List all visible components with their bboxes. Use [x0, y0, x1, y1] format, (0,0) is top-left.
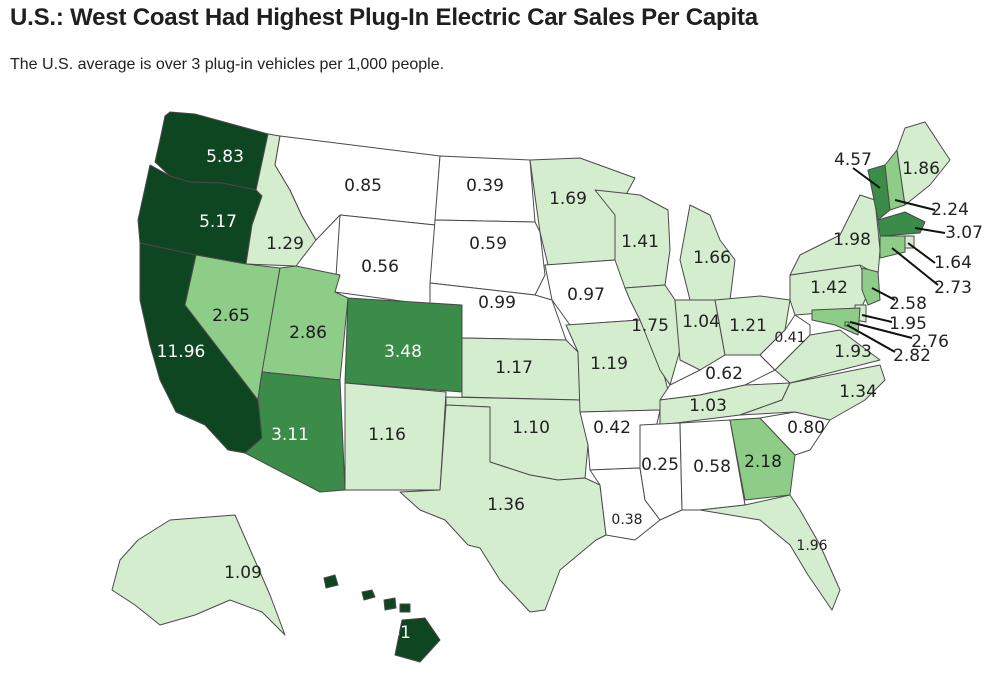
state-value-md: 2.76: [911, 332, 949, 352]
state-value-ny: 1.98: [833, 230, 871, 250]
state-value-ak: 1.09: [224, 563, 262, 583]
state-value-fl: 1.96: [796, 538, 827, 554]
leader-line-ct: [891, 247, 939, 286]
page-title: U.S.: West Coast Had Highest Plug-In Ele…: [10, 4, 758, 31]
state-value-id: 1.29: [266, 234, 304, 254]
state-value-ks: 1.17: [495, 358, 533, 378]
state-value-ga: 2.18: [744, 452, 782, 472]
state-value-nv: 2.65: [212, 306, 250, 326]
state-value-wi: 1.41: [621, 232, 659, 252]
state-md: [811, 307, 861, 336]
state-wv: [759, 314, 811, 371]
state-value-pa: 1.42: [810, 278, 848, 298]
state-shapes: [111, 111, 951, 663]
state-value-wa: 5.83: [206, 147, 244, 167]
state-value-ok: 1.10: [512, 418, 550, 438]
state-value-ne: 0.99: [478, 293, 516, 313]
leader-lines: [846, 167, 946, 353]
state-value-az: 3.11: [271, 425, 309, 445]
leader-line-nj: [871, 287, 896, 301]
state-value-vt: 4.57: [834, 150, 872, 170]
state-fl: [699, 494, 841, 611]
state-nc: [739, 364, 886, 421]
leader-line-ma: [914, 227, 946, 234]
state-value-mn: 1.69: [549, 189, 587, 209]
state-value-co: 3.48: [384, 342, 422, 362]
state-value-sd: 0.59: [469, 234, 507, 254]
leader-line-ri: [907, 242, 936, 264]
leader-line-vt: [852, 167, 881, 189]
state-value-nm: 1.16: [368, 425, 406, 445]
state-sc: [759, 411, 831, 456]
state-value-dc: 2.82: [893, 346, 931, 366]
state-value-ms: 0.25: [641, 455, 679, 475]
state-me: [896, 121, 951, 206]
state-value-va: 1.93: [834, 342, 872, 362]
state-value-nd: 0.39: [466, 176, 504, 196]
leader-line-nh: [894, 199, 936, 211]
state-value-ky: 0.62: [705, 364, 743, 384]
state-value-ca: 11.96: [157, 342, 206, 362]
state-value-wy: 0.56: [361, 257, 399, 277]
state-labels: 5.83 5.17 11.96 1.29 2.65 0.85 0.56 2.86 3.11 3.4…: [157, 147, 983, 643]
state-value-ct: 2.73: [934, 278, 972, 298]
state-value-tx: 1.36: [487, 495, 525, 515]
state-value-ma: 3.07: [945, 223, 983, 243]
state-value-la: 0.38: [611, 512, 642, 528]
state-value-in: 1.04: [682, 312, 720, 332]
state-value-de: 1.95: [889, 314, 927, 334]
state-az: [244, 371, 346, 493]
state-value-nj: 2.58: [889, 294, 927, 314]
state-value-wv: 0.41: [774, 330, 805, 346]
state-value-ar: 0.42: [593, 418, 631, 438]
state-hi: [323, 574, 441, 663]
state-value-hi: 6.41: [373, 623, 411, 643]
state-mi: [679, 204, 736, 301]
state-tx: [399, 404, 607, 613]
state-value-nc: 1.34: [839, 382, 877, 402]
state-value-il: 1.75: [631, 316, 669, 336]
state-ma: [877, 211, 926, 237]
state-nj: [861, 267, 881, 306]
state-ak: [111, 514, 286, 636]
state-value-oh: 1.21: [729, 316, 767, 336]
state-value-mo: 1.19: [590, 354, 628, 374]
state-sd: [429, 219, 546, 296]
leader-line-dc: [846, 324, 896, 353]
state-value-tn: 1.03: [689, 396, 727, 416]
state-value-al: 0.58: [693, 457, 731, 477]
state-value-me: 1.86: [902, 159, 940, 179]
leader-line-md: [849, 321, 913, 339]
state-value-ia: 0.97: [567, 285, 605, 305]
state-value-ri: 1.64: [934, 253, 972, 273]
state-value-nh: 2.24: [931, 200, 969, 220]
leader-line-de: [861, 314, 893, 323]
state-value-mi: 1.66: [693, 248, 731, 268]
page-subtitle: The U.S. average is over 3 plug-in vehic…: [10, 56, 445, 73]
state-value-ut: 2.86: [289, 323, 327, 343]
state-value-or: 5.17: [199, 212, 237, 232]
state-value-sc: 0.80: [787, 418, 825, 438]
state-value-mt: 0.85: [344, 176, 382, 196]
